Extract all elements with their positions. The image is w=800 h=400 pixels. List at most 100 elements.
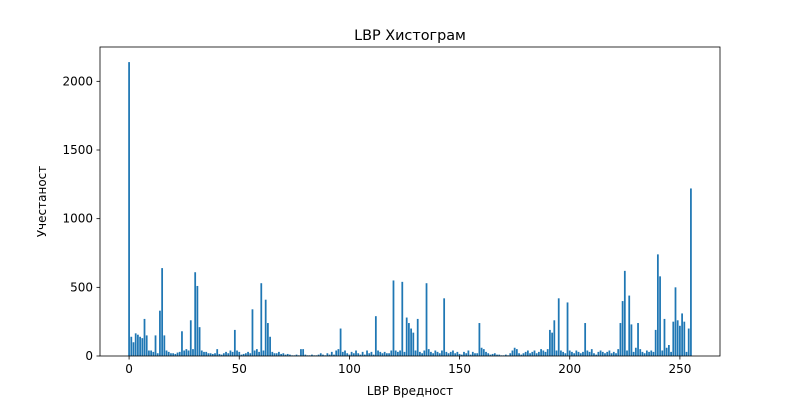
x-axis-label: LBP Вредност (367, 384, 453, 398)
bar (615, 353, 617, 356)
bar (236, 350, 238, 356)
bar (183, 350, 186, 356)
chart-title: LBP Хистограм (354, 28, 466, 44)
bar (137, 334, 139, 356)
bar (130, 336, 133, 356)
bar (491, 353, 494, 356)
bar (648, 351, 650, 356)
bar (604, 353, 606, 356)
bar (683, 321, 686, 356)
bar (214, 353, 216, 356)
bar (192, 349, 194, 356)
plot-frame (99, 46, 721, 357)
bar (526, 350, 529, 356)
bar (222, 353, 225, 356)
bar (549, 329, 551, 356)
bar (487, 353, 490, 356)
bar (518, 353, 520, 356)
y-axis-label: Учестаност (35, 166, 49, 238)
bar (264, 299, 267, 356)
bar (599, 350, 602, 356)
bar (172, 353, 175, 356)
bar (577, 351, 580, 356)
bar (363, 354, 366, 356)
bar (159, 310, 161, 356)
bar (163, 335, 166, 356)
bar (641, 351, 644, 356)
bar (377, 350, 379, 356)
bar (493, 353, 496, 356)
bar (361, 351, 364, 356)
bar (672, 321, 675, 356)
bar (352, 353, 355, 356)
bar (504, 354, 507, 356)
bar (181, 331, 183, 356)
bar (148, 350, 150, 356)
bar (410, 328, 412, 356)
bar (471, 351, 474, 356)
bar (476, 353, 479, 356)
bar (659, 276, 661, 356)
bar (608, 350, 611, 356)
x-tick-label: 100 (338, 362, 361, 376)
bar (540, 349, 542, 356)
bar (139, 336, 141, 356)
bar (273, 353, 276, 356)
bar (372, 354, 375, 356)
bar (571, 351, 573, 356)
bar (432, 353, 435, 356)
y-tick-label: 2000 (62, 74, 93, 88)
bar (341, 351, 344, 356)
bar (630, 324, 633, 356)
bar (542, 350, 545, 356)
bar (520, 354, 523, 356)
bar (447, 353, 450, 356)
bar (533, 350, 536, 356)
bar (634, 347, 637, 356)
bar (282, 353, 285, 356)
bar (326, 353, 329, 356)
bar (348, 354, 351, 356)
bar (654, 329, 657, 356)
bar (560, 350, 562, 356)
bar (639, 349, 642, 356)
bar (427, 349, 430, 356)
bar (511, 350, 514, 356)
bar (621, 301, 624, 356)
bar (286, 353, 289, 356)
bar (333, 354, 335, 356)
bar (632, 351, 635, 356)
bar (449, 351, 452, 356)
bar (319, 353, 322, 356)
bar (399, 350, 401, 356)
bar (652, 351, 655, 356)
bar (538, 351, 540, 356)
bar (661, 350, 664, 356)
bar (302, 349, 305, 356)
bar (557, 298, 560, 356)
bar (408, 323, 410, 356)
bar (513, 347, 516, 356)
bar (335, 350, 338, 356)
x-tick-label: 150 (448, 362, 471, 376)
bar (544, 351, 547, 356)
bar (381, 353, 384, 356)
bar (247, 351, 249, 356)
x-tick-label: 0 (125, 362, 133, 376)
bar (198, 327, 201, 356)
bar (645, 350, 648, 356)
bar (515, 349, 518, 356)
bar (374, 316, 377, 356)
bar (566, 302, 569, 356)
bar (606, 351, 609, 356)
bar (416, 318, 419, 356)
bar (240, 354, 243, 356)
bar (414, 350, 417, 356)
bar (434, 350, 437, 356)
bar (438, 353, 441, 356)
bar (178, 351, 181, 356)
bar (370, 351, 373, 356)
bar (244, 353, 247, 356)
bar (390, 350, 393, 356)
bar (467, 350, 470, 356)
